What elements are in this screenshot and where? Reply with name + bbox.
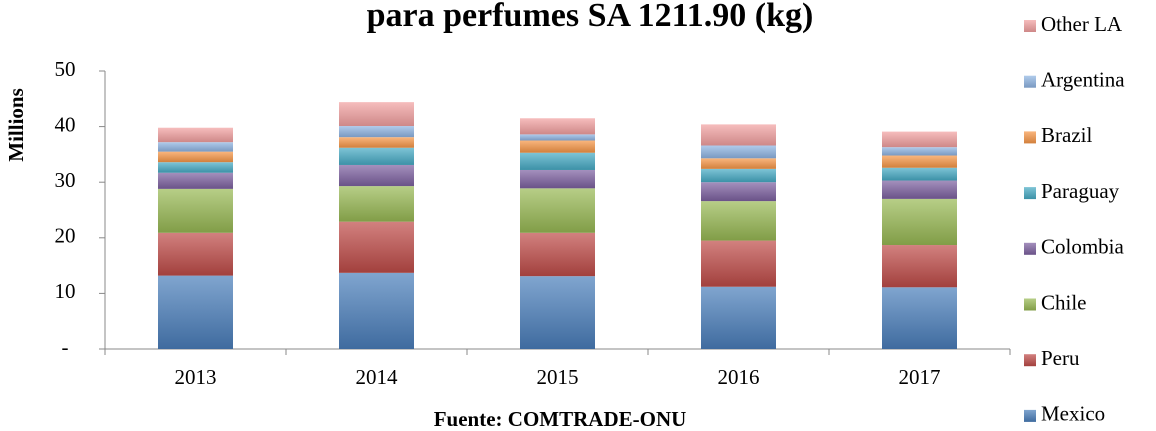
bar-segment bbox=[520, 169, 595, 189]
bar-segment bbox=[882, 167, 957, 181]
legend-label: Peru bbox=[1041, 346, 1080, 370]
y-axis-title: Millions bbox=[4, 88, 28, 162]
legend-swatch bbox=[1024, 354, 1036, 367]
bar-segment bbox=[701, 145, 776, 159]
legend-swatch bbox=[1024, 131, 1036, 144]
x-axis-title: Fuente: COMTRADE-ONU bbox=[434, 407, 687, 431]
bar-segment bbox=[339, 137, 414, 148]
y-tick-label: 10 bbox=[55, 279, 76, 303]
legend-swatch bbox=[1024, 75, 1036, 88]
bar-segment bbox=[158, 151, 233, 163]
bar-segment bbox=[520, 140, 595, 153]
legend-swatch bbox=[1024, 20, 1036, 32]
legend-label: Colombia bbox=[1041, 235, 1125, 259]
bar-segment bbox=[339, 164, 414, 187]
bar-segment bbox=[158, 275, 233, 349]
legend-label: Mexico bbox=[1041, 402, 1105, 426]
bar-segment bbox=[339, 186, 414, 222]
legend-label: Argentina bbox=[1041, 68, 1125, 92]
bar-segment bbox=[701, 240, 776, 287]
legend-swatch bbox=[1024, 242, 1036, 255]
bar-segment bbox=[520, 188, 595, 233]
y-tick-label: 30 bbox=[55, 168, 76, 192]
x-tick-label: 2013 bbox=[175, 365, 217, 389]
bar-segment bbox=[882, 155, 957, 168]
bar-segment bbox=[882, 245, 957, 288]
bar-segment bbox=[701, 201, 776, 241]
bar-segment bbox=[701, 124, 776, 146]
legend-swatch bbox=[1024, 409, 1036, 422]
bar-segment bbox=[158, 232, 233, 276]
bar-segment bbox=[339, 102, 414, 127]
bar-segment bbox=[158, 162, 233, 173]
chart-title: para perfumes SA 1211.90 (kg) bbox=[367, 0, 814, 34]
bar-segment bbox=[701, 158, 776, 169]
bar-segment bbox=[882, 287, 957, 349]
bar-segment bbox=[158, 188, 233, 233]
bar-segment bbox=[882, 131, 957, 148]
bar-segment bbox=[520, 118, 595, 135]
legend-label: Brazil bbox=[1041, 123, 1092, 147]
x-tick-label: 2017 bbox=[899, 365, 941, 389]
bar-segment bbox=[158, 127, 233, 143]
bar-segment bbox=[339, 272, 414, 349]
y-tick-label: 50 bbox=[55, 57, 76, 81]
bar-segment bbox=[520, 276, 595, 349]
legend-label: Other LA bbox=[1041, 12, 1123, 36]
y-tick-label: 40 bbox=[55, 112, 76, 136]
bar-segment bbox=[882, 147, 957, 156]
legend-swatch bbox=[1024, 187, 1036, 200]
bar-segment bbox=[701, 286, 776, 349]
legend-label: Chile bbox=[1041, 290, 1087, 314]
bar-segment bbox=[158, 142, 233, 152]
x-tick-label: 2014 bbox=[356, 365, 399, 389]
y-tick-label: - bbox=[62, 335, 69, 359]
bar-segment bbox=[882, 198, 957, 246]
legend-label: Paraguay bbox=[1041, 179, 1120, 203]
x-tick-label: 2015 bbox=[537, 365, 579, 389]
bar-segment bbox=[520, 232, 595, 277]
bar-segment bbox=[339, 126, 414, 138]
bar-segment bbox=[701, 182, 776, 202]
bar-segment bbox=[520, 152, 595, 170]
bar-segment bbox=[520, 134, 595, 141]
bar-segment bbox=[701, 168, 776, 183]
legend-swatch bbox=[1024, 298, 1036, 311]
x-tick-label: 2016 bbox=[718, 365, 760, 389]
y-tick-label: 20 bbox=[55, 224, 76, 248]
bar-segment bbox=[339, 221, 414, 273]
bar-segment bbox=[882, 180, 957, 199]
bar-segment bbox=[339, 147, 414, 165]
bar-segment bbox=[158, 172, 233, 189]
